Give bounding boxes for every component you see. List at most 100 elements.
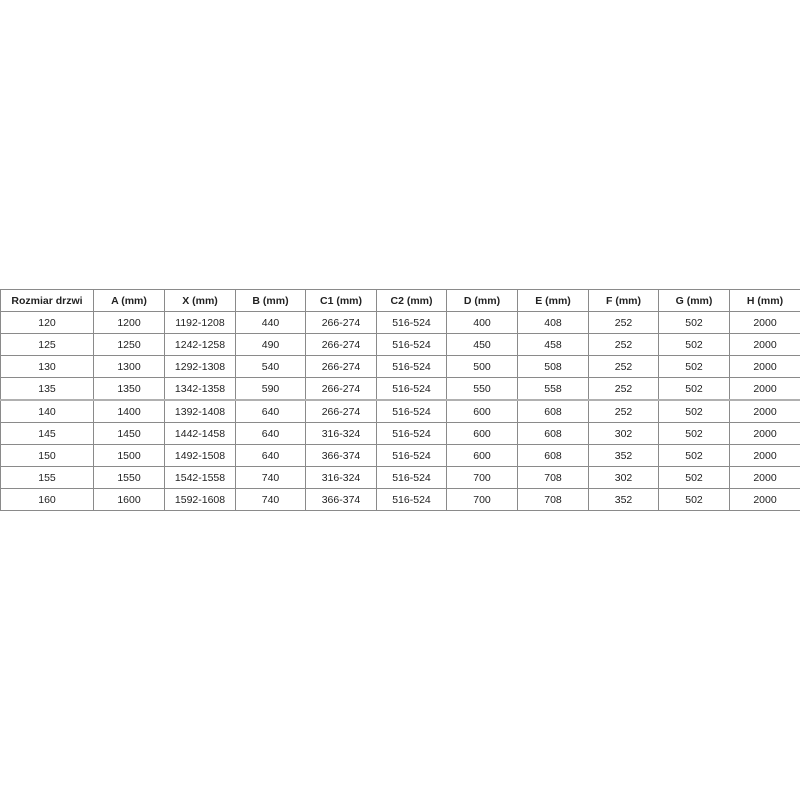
table-cell: 590: [235, 377, 306, 401]
column-header: D (mm): [446, 289, 518, 312]
table-cell: 1450: [93, 422, 165, 445]
table-row: 130 1300 1292-1308 540 266-274 516-524 500 508 2…: [0, 355, 800, 378]
table-cell: 2000: [729, 311, 800, 334]
table-cell: 1542-1558: [164, 466, 236, 489]
table-cell: 135: [0, 377, 94, 401]
table-cell: 516-524: [376, 466, 447, 489]
table-cell: 2000: [729, 377, 800, 401]
table-cell: 302: [588, 466, 659, 489]
table-cell: 2000: [729, 444, 800, 467]
table-cell: 608: [517, 444, 589, 467]
table-cell: 508: [517, 355, 589, 378]
table-cell: 2000: [729, 422, 800, 445]
table-cell: 252: [588, 355, 659, 378]
table-cell: 516-524: [376, 355, 447, 378]
table-cell: 352: [588, 444, 659, 467]
table-cell: 400: [446, 311, 518, 334]
table-cell: 252: [588, 377, 659, 401]
table-cell: 502: [658, 466, 730, 489]
column-header: A (mm): [93, 289, 165, 312]
table-cell: 502: [658, 444, 730, 467]
table-cell: 252: [588, 311, 659, 334]
table-cell: 120: [0, 311, 94, 334]
table-cell: 1242-1258: [164, 333, 236, 356]
table-cell: 266-274: [305, 355, 377, 378]
table-cell: 160: [0, 488, 94, 511]
dimensions-table: Rozmiar drzwi A (mm) X (mm) B (mm) C1 (mm) C2…: [0, 289, 800, 511]
table-cell: 516-524: [376, 444, 447, 467]
table-cell: 266-274: [305, 399, 377, 423]
table-cell: 516-524: [376, 422, 447, 445]
table-cell: 125: [0, 333, 94, 356]
table-cell: 502: [658, 399, 730, 423]
table-cell: 600: [446, 444, 518, 467]
table-cell: 502: [658, 422, 730, 445]
table-cell: 516-524: [376, 377, 447, 401]
table-cell: 502: [658, 333, 730, 356]
table-cell: 740: [235, 466, 306, 489]
table-cell: 140: [0, 399, 94, 423]
table-cell: 440: [235, 311, 306, 334]
table-cell: 1500: [93, 444, 165, 467]
table-cell: 366-374: [305, 444, 377, 467]
table-cell: 516-524: [376, 333, 447, 356]
table-cell: 502: [658, 311, 730, 334]
table-cell: 252: [588, 399, 659, 423]
table-cell: 352: [588, 488, 659, 511]
table-cell: 1392-1408: [164, 399, 236, 423]
table-cell: 266-274: [305, 333, 377, 356]
table-cell: 600: [446, 422, 518, 445]
table-row: 145 1450 1442-1458 640 316-324 516-524 600 608 3…: [0, 422, 800, 445]
table-cell: 302: [588, 422, 659, 445]
table-row: 160 1600 1592-1608 740 366-374 516-524 700 708 3…: [0, 488, 800, 511]
table-cell: 450: [446, 333, 518, 356]
table-cell: 640: [235, 422, 306, 445]
column-header: C1 (mm): [305, 289, 377, 312]
table-row: 150 1500 1492-1508 640 366-374 516-524 600 608 3…: [0, 444, 800, 467]
table-row: 125 1250 1242-1258 490 266-274 516-524 450 458 2…: [0, 333, 800, 356]
table-cell: 516-524: [376, 488, 447, 511]
table-cell: 708: [517, 466, 589, 489]
table-cell: 145: [0, 422, 94, 445]
table-cell: 608: [517, 422, 589, 445]
table-cell: 150: [0, 444, 94, 467]
table-cell: 490: [235, 333, 306, 356]
table-cell: 1600: [93, 488, 165, 511]
table-cell: 1342-1358: [164, 377, 236, 401]
column-header: X (mm): [164, 289, 236, 312]
table-cell: 1592-1608: [164, 488, 236, 511]
table-cell: 502: [658, 355, 730, 378]
table-cell: 540: [235, 355, 306, 378]
table-cell: 155: [0, 466, 94, 489]
table-cell: 2000: [729, 399, 800, 423]
table-cell: 2000: [729, 466, 800, 489]
table-cell: 1400: [93, 399, 165, 423]
column-header: C2 (mm): [376, 289, 447, 312]
table-cell: 550: [446, 377, 518, 401]
table-cell: 600: [446, 399, 518, 423]
header-row: Rozmiar drzwi A (mm) X (mm) B (mm) C1 (mm) C2…: [0, 289, 800, 312]
table-cell: 316-324: [305, 422, 377, 445]
table-cell: 502: [658, 377, 730, 401]
table-cell: 640: [235, 399, 306, 423]
table-cell: 640: [235, 444, 306, 467]
table-cell: 252: [588, 333, 659, 356]
table-cell: 1442-1458: [164, 422, 236, 445]
table-cell: 408: [517, 311, 589, 334]
table-cell: 1200: [93, 311, 165, 334]
table-cell: 2000: [729, 333, 800, 356]
table-row: 135 1350 1342-1358 590 266-274 516-524 550 558 2…: [0, 377, 800, 401]
column-header: B (mm): [235, 289, 306, 312]
table-row: 155 1550 1542-1558 740 316-324 516-524 700 708 3…: [0, 466, 800, 489]
table-cell: 1350: [93, 377, 165, 401]
table-cell: 700: [446, 488, 518, 511]
table-cell: 516-524: [376, 399, 447, 423]
table-cell: 1250: [93, 333, 165, 356]
table-cell: 1192-1208: [164, 311, 236, 334]
table-cell: 502: [658, 488, 730, 511]
table-cell: 2000: [729, 355, 800, 378]
table-cell: 2000: [729, 488, 800, 511]
column-header: E (mm): [517, 289, 589, 312]
table-cell: 558: [517, 377, 589, 401]
table-cell: 740: [235, 488, 306, 511]
